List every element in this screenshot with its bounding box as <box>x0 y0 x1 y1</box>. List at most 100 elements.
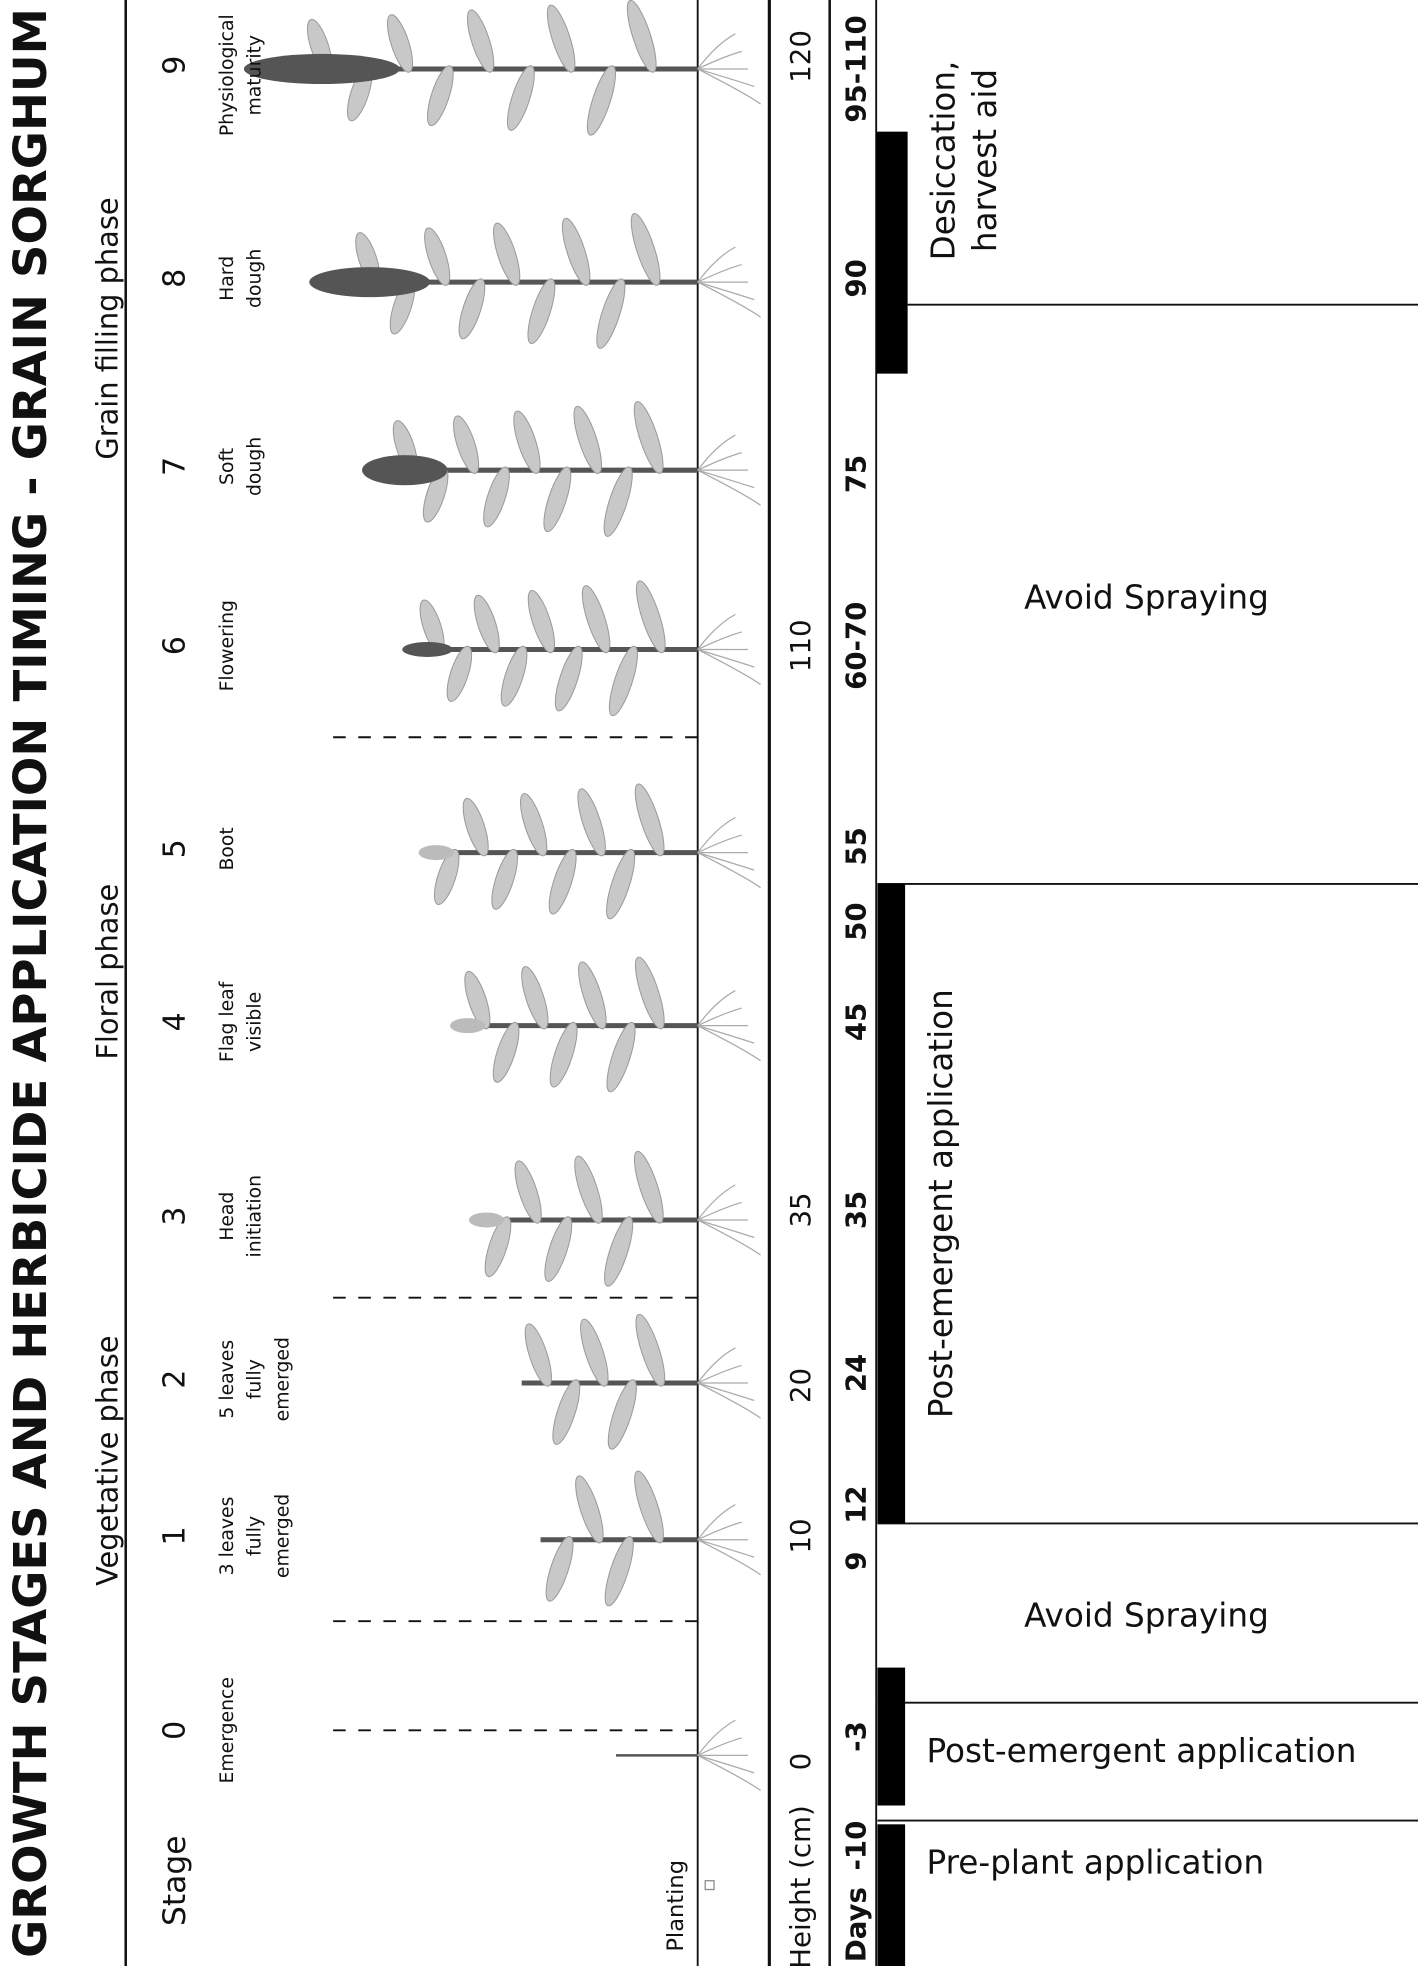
leaf <box>634 1470 664 1544</box>
stage-description: visible <box>245 992 266 1052</box>
leaf <box>458 278 486 340</box>
application-bar <box>876 131 908 374</box>
root <box>697 68 761 105</box>
root <box>697 1719 736 1756</box>
stage-number: 4 <box>157 1012 192 1031</box>
root <box>697 469 761 506</box>
phase-label: Vegetative phase <box>90 1335 124 1585</box>
days-value: 45 <box>839 1003 872 1041</box>
root <box>697 1539 755 1558</box>
stage-description: fully <box>245 1516 266 1556</box>
leaf <box>521 966 549 1030</box>
leaf <box>608 645 638 717</box>
root <box>697 281 755 301</box>
leaf <box>633 1150 664 1224</box>
leaf <box>634 783 665 857</box>
leaf <box>466 9 495 73</box>
plant <box>243 0 761 136</box>
days-value: 12 <box>839 1485 872 1523</box>
plant <box>450 956 761 1093</box>
stage-description: Flag leaf <box>217 981 238 1062</box>
phase-label: Floral phase <box>90 884 124 1060</box>
root <box>697 50 742 70</box>
height-value: 35 <box>784 1192 817 1227</box>
root <box>697 648 755 668</box>
root <box>697 1539 761 1576</box>
application-label: Avoid Spraying <box>1024 1596 1269 1634</box>
leaf <box>575 1475 604 1544</box>
height-value: 10 <box>784 1518 817 1553</box>
plant <box>521 1313 761 1450</box>
leaf <box>491 848 518 910</box>
root <box>697 246 736 283</box>
leaf <box>424 227 451 286</box>
frame <box>124 0 1418 1966</box>
leaf <box>506 65 535 131</box>
stage-number: 7 <box>157 457 192 476</box>
plant <box>418 783 761 920</box>
leaf <box>514 1160 542 1224</box>
stage-description: Soft <box>217 448 238 485</box>
leaf <box>577 788 606 857</box>
leaf <box>520 793 548 857</box>
leaf <box>626 0 657 73</box>
stage-description: initiation <box>245 1175 266 1258</box>
height-value: 110 <box>784 619 817 672</box>
leaf <box>546 4 576 73</box>
root <box>697 1025 761 1062</box>
days-value: -10 <box>839 1821 872 1871</box>
root <box>697 1737 742 1756</box>
stage-number: 9 <box>157 56 192 75</box>
title: GROWTH STAGES AND HERBICIDE APPLICATION … <box>4 8 57 1958</box>
height-value: 20 <box>784 1368 817 1403</box>
stage-description: 3 leaves <box>217 1497 238 1576</box>
root <box>697 1382 761 1419</box>
leaf <box>561 217 591 286</box>
leaf <box>473 594 500 654</box>
root <box>697 1521 742 1541</box>
root <box>697 1025 755 1044</box>
root <box>697 648 761 686</box>
root <box>697 1219 755 1239</box>
stage-number: 0 <box>157 1721 192 1740</box>
stage-description: Emergence <box>217 1677 238 1784</box>
leaf <box>574 1155 603 1224</box>
application-bar <box>877 1824 906 1966</box>
leaf <box>549 1021 578 1088</box>
root <box>697 33 736 70</box>
plant <box>309 213 761 349</box>
leaf <box>548 848 577 915</box>
leaf <box>462 797 489 857</box>
height-header: Height (cm) <box>784 1805 817 1966</box>
stage-description: Physiological <box>217 14 238 136</box>
leaf <box>464 970 491 1030</box>
application-label: harvest aid <box>966 69 1004 252</box>
leaf <box>573 405 602 474</box>
days-value: 9 <box>839 1551 872 1570</box>
days-value: 55 <box>839 827 872 865</box>
leaf <box>483 466 510 528</box>
root <box>697 613 736 650</box>
stage-description: dough <box>245 249 266 308</box>
leaf <box>543 466 572 533</box>
leaf <box>500 645 528 707</box>
stage-description: dough <box>245 437 266 496</box>
root <box>697 469 755 489</box>
leaf <box>453 415 480 474</box>
root <box>697 1504 736 1541</box>
leaf <box>492 1021 520 1083</box>
head <box>418 845 454 861</box>
days-value: 60-70 <box>839 602 872 690</box>
root <box>697 452 742 471</box>
application-bar <box>877 1667 906 1806</box>
days-value: 90 <box>839 259 872 297</box>
head <box>362 455 448 486</box>
stage-number: 1 <box>157 1526 192 1545</box>
leaf <box>578 961 607 1030</box>
days-value: 50 <box>839 902 872 940</box>
stage-description: Hard <box>217 256 238 301</box>
leaf <box>527 589 556 654</box>
leaf <box>433 848 460 905</box>
stage-number: 2 <box>157 1370 192 1389</box>
